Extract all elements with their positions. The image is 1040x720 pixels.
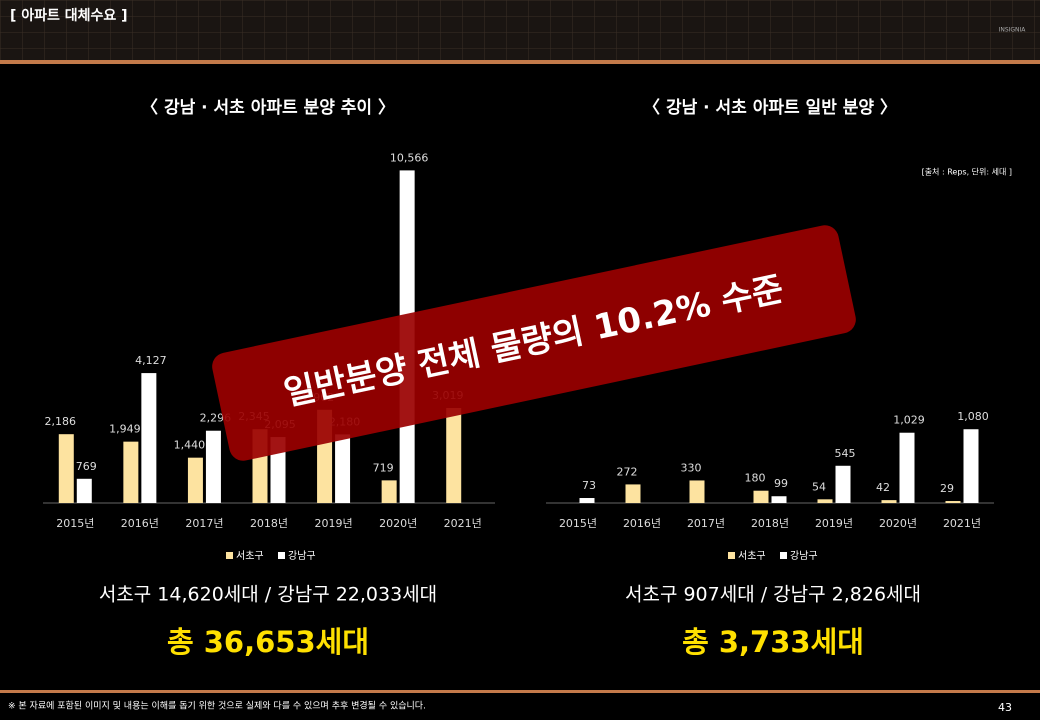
value-label: 2,186 xyxy=(45,415,77,428)
bar xyxy=(381,480,397,503)
x-tick-label: 2015년 xyxy=(559,517,597,530)
bar xyxy=(753,490,769,503)
page-number: 43 xyxy=(998,701,1012,714)
x-tick-label: 2018년 xyxy=(751,517,789,530)
bar xyxy=(335,434,351,503)
summary-detail: 서초구 907세대 / 강남구 2,826세대 xyxy=(625,584,921,606)
legend-swatch xyxy=(226,552,233,559)
value-label: 272 xyxy=(617,465,638,478)
value-label: 10,566 xyxy=(390,151,429,164)
header-bg xyxy=(0,0,1040,60)
legend-label: 서초구 xyxy=(738,550,766,562)
bar xyxy=(123,441,139,503)
summary-total: 총 3,733세대 xyxy=(682,625,864,659)
bar xyxy=(58,434,74,503)
x-tick-label: 2021년 xyxy=(444,517,482,530)
value-label: 1,029 xyxy=(893,414,925,427)
header-title: [ 아파트 대체수요 ] xyxy=(10,7,128,24)
bar xyxy=(187,457,203,503)
bar xyxy=(881,500,897,503)
legend-label: 강남구 xyxy=(288,550,316,562)
value-label: 54 xyxy=(812,480,826,493)
bar xyxy=(817,499,833,503)
x-tick-label: 2019년 xyxy=(315,517,353,530)
value-label: 29 xyxy=(940,482,954,495)
bar xyxy=(76,478,92,503)
chart-title: 〈 강남 · 서초 아파트 분양 추이 〉 xyxy=(141,97,395,118)
x-tick-label: 2019년 xyxy=(815,517,853,530)
chart-title: 〈 강남 · 서초 아파트 일반 분양 〉 xyxy=(643,97,897,118)
x-tick-label: 2016년 xyxy=(121,517,159,530)
banner: 일반분양 전체 물량의 10.2% 수준 xyxy=(212,225,856,461)
x-tick-label: 2016년 xyxy=(623,517,661,530)
value-label: 1,080 xyxy=(957,410,989,423)
legend-swatch xyxy=(728,552,735,559)
banner-bg xyxy=(212,225,856,461)
summary-total: 총 36,653세대 xyxy=(167,625,369,659)
bar xyxy=(771,496,787,503)
bar xyxy=(446,407,462,503)
logo: INSIGNIA xyxy=(999,27,1027,34)
value-label: 42 xyxy=(876,481,890,494)
legend-swatch xyxy=(278,552,285,559)
legend-label: 서초구 xyxy=(236,550,264,562)
value-label: 4,127 xyxy=(135,354,167,367)
value-label: 545 xyxy=(835,447,856,460)
x-tick-label: 2018년 xyxy=(250,517,288,530)
x-tick-label: 2020년 xyxy=(379,517,417,530)
bar xyxy=(141,373,157,503)
bar xyxy=(689,480,705,503)
footer-note: ※ 본 자료에 포함된 이미지 및 내용는 이해를 돕기 위한 것으로 실제와 … xyxy=(8,700,426,712)
bar xyxy=(205,430,221,503)
bar xyxy=(899,432,915,503)
value-label: 1,440 xyxy=(174,439,206,452)
x-tick-label: 2015년 xyxy=(56,517,94,530)
footer-rule xyxy=(0,690,1040,693)
value-label: 73 xyxy=(582,479,596,492)
bar xyxy=(579,498,595,503)
bar xyxy=(625,484,641,503)
value-label: 99 xyxy=(774,477,788,490)
bar xyxy=(945,501,961,503)
summary-detail: 서초구 14,620세대 / 강남구 22,033세대 xyxy=(99,584,437,606)
x-tick-label: 2020년 xyxy=(879,517,917,530)
bar xyxy=(835,465,851,503)
source-note: [출처 : Reps, 단위: 세대 ] xyxy=(922,167,1012,177)
header-rule xyxy=(0,60,1040,64)
value-label: 769 xyxy=(76,460,97,473)
value-label: 180 xyxy=(745,472,766,485)
legend-label: 강남구 xyxy=(790,550,818,562)
x-tick-label: 2017년 xyxy=(687,517,725,530)
value-label: 330 xyxy=(681,461,702,474)
x-tick-label: 2021년 xyxy=(943,517,981,530)
bar xyxy=(963,429,979,503)
x-tick-label: 2017년 xyxy=(185,517,223,530)
value-label: 1,949 xyxy=(109,423,141,436)
value-label: 719 xyxy=(373,461,394,474)
legend-swatch xyxy=(780,552,787,559)
